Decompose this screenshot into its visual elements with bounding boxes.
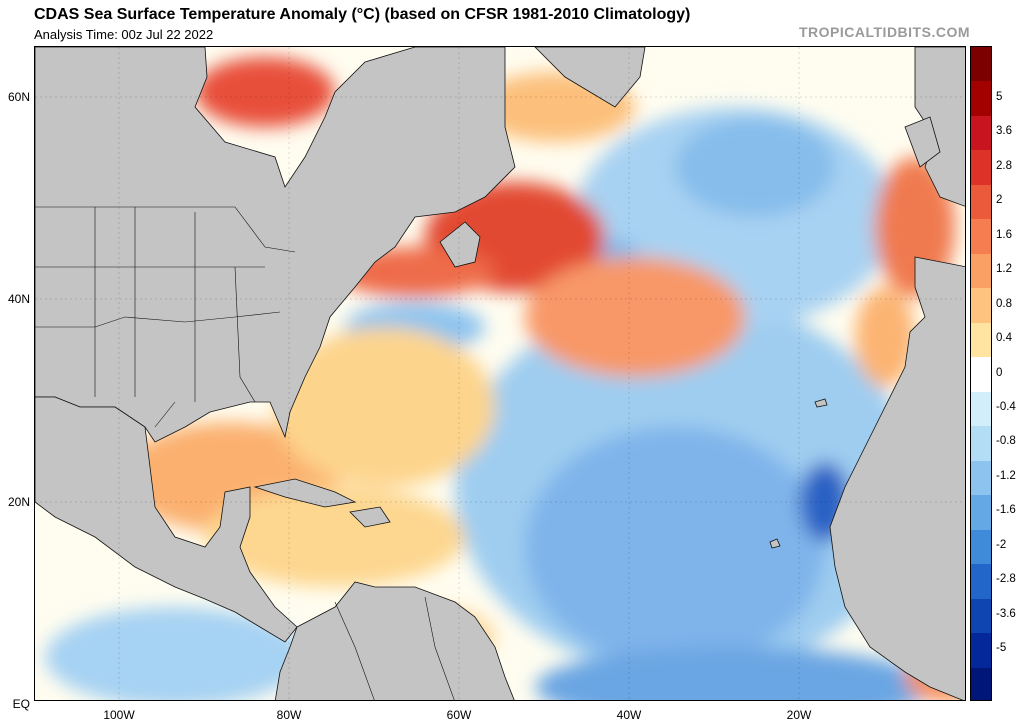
analysis-time: Analysis Time: 00z Jul 22 2022 (34, 27, 214, 42)
colorbar-segment (971, 115, 991, 151)
land (35, 47, 965, 700)
colorbar-segment (971, 460, 991, 496)
lat-label-40n: 40N (7, 292, 30, 306)
british-isles (904, 116, 941, 168)
colorbar-segment (971, 564, 991, 600)
cuba (253, 478, 357, 508)
colorbar-segment (971, 288, 991, 324)
cold-region-southwest (45, 607, 305, 700)
cold-region-inner (525, 427, 825, 667)
colorbar-segment (971, 219, 991, 255)
colorbar-label: 3.6 (996, 125, 1012, 138)
colorbar-segment (971, 81, 991, 117)
lat-label-60n: 60N (7, 90, 30, 104)
source-watermark: TROPICALTIDBITS.COM (798, 24, 970, 40)
colorbar-segment (971, 529, 991, 565)
colorbar-label: -5 (996, 642, 1007, 655)
colorbar (970, 46, 992, 701)
colorbar-label: 0 (996, 366, 1003, 379)
colorbar-label: 1.2 (996, 263, 1012, 276)
colorbar-label: 0.8 (996, 297, 1012, 310)
colorbar-segment (971, 47, 991, 82)
warm-region-mid-atlantic (525, 257, 745, 377)
colorbar-segment (971, 150, 991, 186)
graticule (35, 47, 965, 700)
lon-label-20w: 20W (786, 708, 812, 722)
colorbar-segment (971, 598, 991, 634)
anomaly-field (45, 57, 965, 700)
colorbar-label: -0.4 (996, 400, 1016, 413)
cold-region-north-inner (675, 117, 835, 217)
colorbar-segment (971, 495, 991, 531)
colorbar-label: -1.2 (996, 469, 1016, 482)
colorbar-label: 1.6 (996, 228, 1012, 241)
iberia-africa (829, 256, 965, 700)
colorbar-segment (971, 391, 991, 427)
colorbar-label: -3.6 (996, 607, 1016, 620)
colorbar-segment (971, 322, 991, 358)
warm-region-caribbean (205, 487, 465, 587)
colorbar-segment (971, 253, 991, 289)
lat-label-eq: EQ (12, 697, 30, 711)
colorbar-label: -1.6 (996, 504, 1016, 517)
warm-region-iberia (855, 287, 915, 387)
sst-anomaly-map[interactable] (34, 46, 966, 701)
warm-region-west-atlantic (275, 327, 495, 487)
lat-label-20n: 20N (7, 495, 30, 509)
hispaniola (349, 506, 391, 528)
greenland-tip (534, 47, 646, 108)
newfoundland (439, 221, 481, 268)
mexico-central-america (35, 396, 298, 643)
canary-islands (814, 398, 828, 408)
colorbar-segment (971, 633, 991, 669)
lon-label-80w: 80W (276, 708, 302, 722)
lon-label-60w: 60W (446, 708, 472, 722)
colorbar-label: -2 (996, 538, 1007, 551)
north-america-north (35, 47, 516, 443)
colorbar-label: 2 (996, 194, 1003, 207)
political-boundaries (35, 206, 455, 700)
south-america (274, 581, 515, 700)
cape-verde (769, 538, 781, 549)
colorbar-segment (971, 426, 991, 462)
lon-label-100w: 100W (103, 708, 135, 722)
colorbar-segment (971, 357, 991, 393)
cold-region-south (535, 647, 935, 700)
colorbar-segment (971, 667, 991, 700)
colorbar-label: 0.4 (996, 332, 1012, 345)
europe (914, 47, 965, 207)
colorbar-label: -0.8 (996, 435, 1016, 448)
colorbar-label: 5 (996, 90, 1003, 103)
colorbar-segment (971, 184, 991, 220)
map-title: CDAS Sea Surface Temperature Anomaly (°C… (34, 6, 691, 23)
warm-region-hudson-bay (195, 57, 335, 127)
lon-label-40w: 40W (616, 708, 642, 722)
colorbar-label: -2.8 (996, 573, 1016, 586)
colorbar-label: 2.8 (996, 159, 1012, 172)
